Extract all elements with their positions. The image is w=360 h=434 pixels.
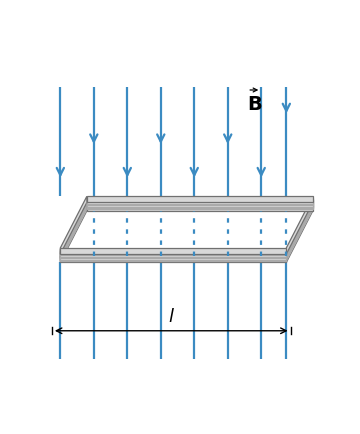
Polygon shape bbox=[60, 249, 286, 256]
Polygon shape bbox=[60, 253, 286, 260]
Polygon shape bbox=[60, 252, 286, 258]
Polygon shape bbox=[87, 201, 313, 207]
Polygon shape bbox=[286, 203, 313, 261]
Text: $l$: $l$ bbox=[168, 308, 175, 326]
Polygon shape bbox=[60, 205, 87, 263]
Polygon shape bbox=[286, 199, 313, 257]
Polygon shape bbox=[60, 201, 87, 258]
Polygon shape bbox=[87, 205, 313, 211]
Polygon shape bbox=[286, 201, 313, 258]
Polygon shape bbox=[87, 202, 313, 208]
Polygon shape bbox=[60, 196, 87, 254]
Polygon shape bbox=[60, 203, 87, 261]
Polygon shape bbox=[286, 205, 313, 263]
Polygon shape bbox=[286, 196, 313, 254]
Polygon shape bbox=[60, 248, 286, 254]
Text: $\mathbf{B}$: $\mathbf{B}$ bbox=[247, 95, 262, 114]
Polygon shape bbox=[286, 197, 313, 256]
Polygon shape bbox=[286, 202, 313, 260]
Polygon shape bbox=[60, 199, 87, 257]
Polygon shape bbox=[60, 202, 87, 260]
Polygon shape bbox=[60, 256, 286, 263]
Polygon shape bbox=[87, 203, 313, 209]
Polygon shape bbox=[60, 255, 286, 261]
Polygon shape bbox=[87, 197, 313, 204]
Polygon shape bbox=[60, 251, 286, 257]
Polygon shape bbox=[60, 205, 313, 256]
Polygon shape bbox=[60, 197, 87, 256]
Polygon shape bbox=[87, 196, 313, 202]
Polygon shape bbox=[87, 199, 313, 205]
